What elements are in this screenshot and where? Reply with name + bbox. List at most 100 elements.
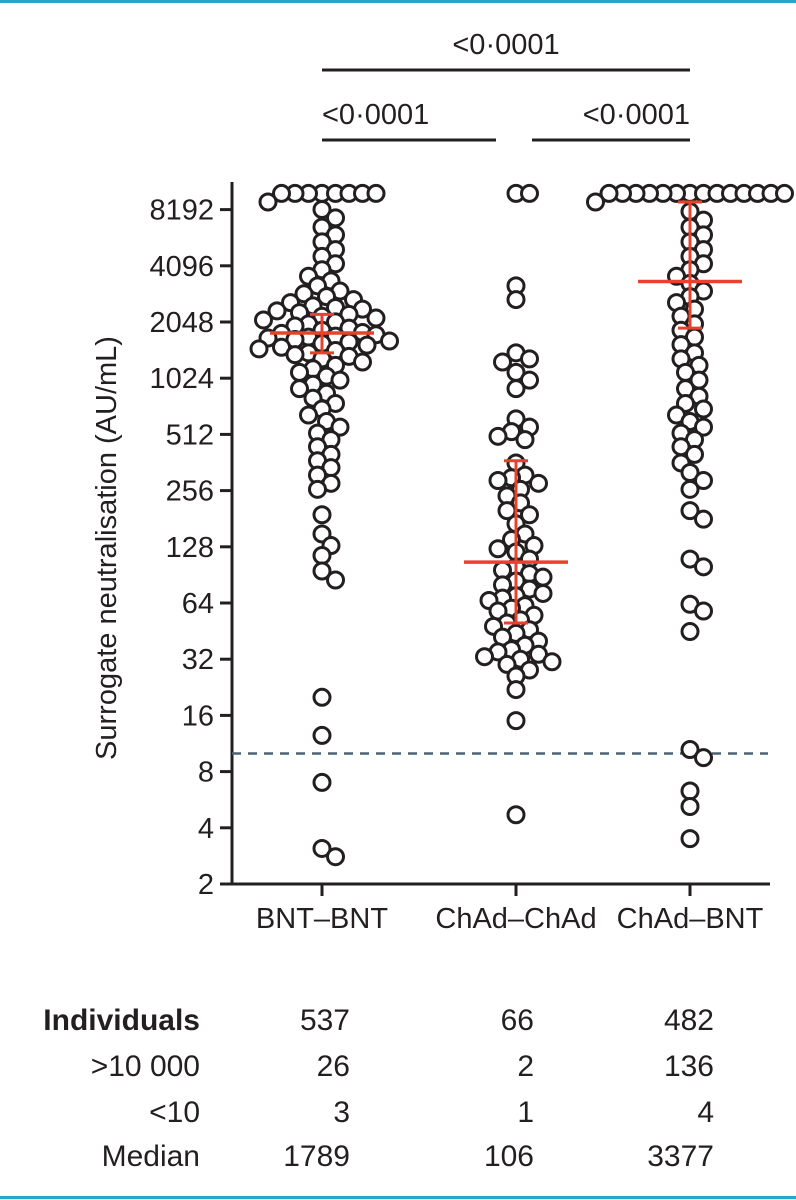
data-point: [488, 539, 508, 559]
summary-table: Individuals 537 66 482 >10 000 26 2 136 <10 3 1 4 Me…: [43, 1004, 714, 1173]
table-row-label: Individuals: [43, 1004, 200, 1037]
y-tick-label: 4: [198, 813, 214, 845]
p-value-label: <0·0001: [583, 99, 690, 131]
bottom-border: [0, 1196, 796, 1199]
data-point: [586, 192, 605, 212]
table-cell: 537: [300, 1004, 350, 1037]
data-point: [380, 331, 399, 351]
p-value-label: <0·0001: [322, 99, 429, 131]
data-point: [312, 772, 332, 792]
p-value-label: <0·0001: [452, 29, 559, 61]
data-point: [506, 680, 526, 700]
data-point: [312, 505, 332, 525]
data-point: [520, 370, 539, 390]
data-point: [326, 847, 345, 867]
data-point: [680, 781, 700, 801]
table-row-label: <10: [149, 1096, 200, 1129]
y-tick-label: 2: [198, 869, 214, 901]
data-point: [680, 501, 700, 521]
data-point: [353, 352, 372, 372]
data-point: [488, 470, 508, 490]
y-tick-label: 16: [182, 700, 214, 732]
y-tick-label: 64: [182, 588, 214, 620]
data-point: [515, 430, 535, 450]
data-point: [694, 748, 713, 768]
data-point: [520, 505, 539, 525]
data-point: [312, 838, 332, 858]
data-point: [694, 557, 713, 577]
data-point: [488, 426, 508, 446]
x-tick-label: BNT–BNT: [256, 903, 388, 935]
data-point: [680, 797, 700, 817]
median-bars: [270, 200, 742, 625]
data-point: [775, 183, 794, 203]
data-point: [680, 622, 700, 642]
data-point: [680, 479, 700, 499]
table-cell: 4: [697, 1096, 714, 1129]
y-tick-label: 128: [166, 532, 214, 564]
data-point: [366, 308, 386, 328]
data-point: [312, 725, 332, 745]
data-point: [506, 805, 526, 825]
data-point: [272, 183, 291, 203]
data-point: [680, 740, 700, 760]
data-point: [694, 509, 713, 529]
y-tick-label: 512: [166, 419, 214, 451]
y-axis-label-group: Surrogate neutralisation (AU/mL): [91, 336, 123, 760]
table-cell: 482: [664, 1004, 714, 1037]
data-point: [533, 583, 553, 603]
data-points: [249, 183, 794, 867]
data-point: [506, 379, 526, 399]
y-tick-label: 8192: [149, 195, 214, 227]
x-tick-label: ChAd–BNT: [617, 903, 764, 935]
data-point: [285, 345, 305, 365]
table-cell: 1: [517, 1096, 534, 1129]
y-tick-label: 4096: [149, 251, 214, 283]
data-point: [258, 192, 278, 212]
data-point: [330, 417, 350, 437]
data-point: [680, 829, 700, 849]
data-point: [694, 601, 713, 621]
data-point: [520, 183, 539, 203]
data-point: [506, 711, 526, 731]
data-point: [533, 567, 553, 587]
data-point: [694, 417, 713, 437]
y-tick-label: 256: [166, 476, 214, 508]
data-point: [290, 362, 309, 382]
table-cell: 106: [484, 1140, 534, 1173]
data-point: [357, 335, 377, 355]
data-point: [330, 370, 350, 390]
table-cell: 26: [317, 1050, 350, 1083]
table-cell: 2: [517, 1050, 534, 1083]
data-point: [312, 545, 332, 565]
data-point: [506, 290, 526, 310]
y-tick-label: 8: [198, 757, 214, 789]
data-point: [326, 570, 345, 590]
data-point: [249, 339, 269, 359]
data-point: [267, 301, 287, 321]
data-point: [685, 444, 704, 464]
top-border: [0, 0, 796, 3]
data-point: [312, 200, 332, 220]
data-point: [694, 399, 713, 419]
y-tick-label: 32: [182, 644, 214, 676]
y-axis-label: Surrogate neutralisation (AU/mL): [91, 336, 123, 760]
table-cell: 3: [333, 1096, 350, 1129]
x-tick-label: ChAd–ChAd: [435, 903, 596, 935]
table-cell: 1789: [283, 1140, 350, 1173]
y-tick-label: 2048: [149, 307, 214, 339]
table-row-label: >10 000: [91, 1050, 200, 1083]
table-cell: 66: [501, 1004, 534, 1037]
table-cell: 136: [664, 1050, 714, 1083]
data-point: [290, 379, 309, 399]
data-point: [694, 470, 713, 490]
data-point: [520, 349, 539, 369]
data-point: [529, 473, 548, 493]
axes: 2 4 8 16 32 64 128 256 512 1024 2048 4096 8192 BNT–BN…: [149, 182, 770, 935]
data-point: [366, 183, 386, 203]
table-cell: 3377: [647, 1140, 714, 1173]
data-point: [299, 405, 318, 425]
data-point: [308, 479, 327, 499]
data-point: [542, 652, 562, 672]
